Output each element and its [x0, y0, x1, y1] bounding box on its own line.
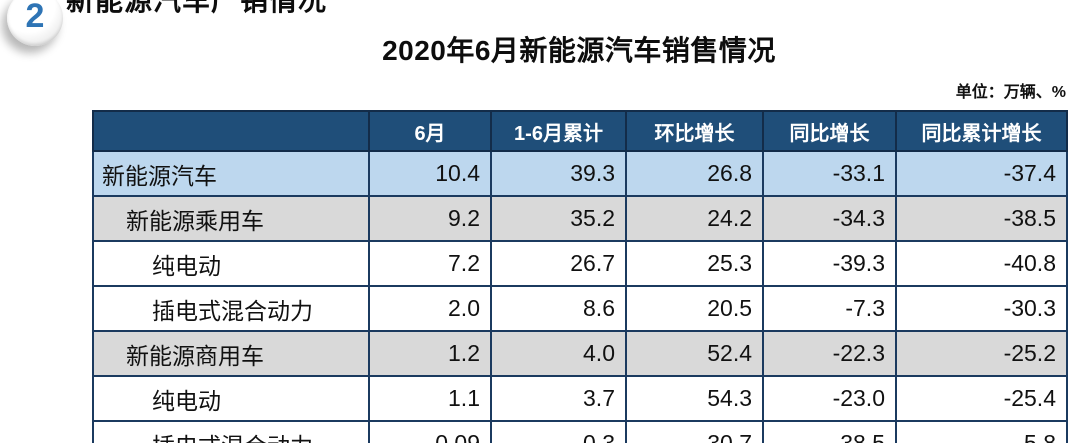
table-title: 2020年6月新能源汽车销售情况: [382, 35, 776, 66]
value-cell: 25.3: [625, 240, 764, 287]
value-cell: 2.0: [368, 285, 492, 332]
row-label-cell: 纯电动: [92, 240, 370, 287]
column-header: 同比累计增长: [895, 110, 1068, 152]
value-cell: -33.1: [762, 150, 897, 197]
value-cell: 3.7: [490, 375, 627, 422]
table-row: 新能源汽车 10.4 39.3 26.8 -33.1 -37.4: [92, 150, 1068, 197]
table-row: 新能源商用车 1.2 4.0 52.4 -22.3 -25.2: [92, 330, 1068, 377]
table-body: 新能源汽车 10.4 39.3 26.8 -33.1 -37.4 新能源乘用车 9.2 35.2…: [92, 150, 1068, 443]
table-row: 新能源乘用车 9.2 35.2 24.2 -34.3 -38.5: [92, 195, 1068, 242]
column-header: 同比增长: [762, 110, 897, 152]
value-cell: -5.8: [895, 420, 1068, 443]
value-cell: 4.0: [490, 330, 627, 377]
column-header: 1-6月累计: [490, 110, 627, 152]
value-cell: 7.2: [368, 240, 492, 287]
table-row: 插电式混合动力 2.0 8.6 20.5 -7.3 -30.3: [92, 285, 1068, 332]
value-cell: 38.5: [762, 420, 897, 443]
value-cell: -25.2: [895, 330, 1068, 377]
value-cell: 20.5: [625, 285, 764, 332]
table-header: 6月 1-6月累计 环比增长 同比增长 同比累计增长: [92, 110, 1068, 152]
value-cell: 35.2: [490, 195, 627, 242]
value-cell: 1.2: [368, 330, 492, 377]
value-cell: 39.3: [490, 150, 627, 197]
value-cell: -40.8: [895, 240, 1068, 287]
table-row: 纯电动 7.2 26.7 25.3 -39.3 -40.8: [92, 240, 1068, 287]
section-number-badge: 2: [7, 0, 63, 46]
row-label-cell: 插电式混合动力: [92, 285, 370, 332]
value-cell: -34.3: [762, 195, 897, 242]
table-head-row: 6月 1-6月累计 环比增长 同比增长 同比累计增长: [92, 110, 1068, 152]
value-cell: 10.4: [368, 150, 492, 197]
value-cell: 9.2: [368, 195, 492, 242]
sales-table: 6月 1-6月累计 环比增长 同比增长 同比累计增长 新能源汽车 10.4 39.3 26.8…: [92, 110, 1068, 443]
unit-label: 单位：万辆、%: [955, 84, 1066, 101]
value-cell: -39.3: [762, 240, 897, 287]
value-cell: 0.09: [368, 420, 492, 443]
value-cell: 26.7: [490, 240, 627, 287]
table-row: 纯电动 1.1 3.7 54.3 -23.0 -25.4: [92, 375, 1068, 422]
column-header: 环比增长: [625, 110, 764, 152]
value-cell: 1.1: [368, 375, 492, 422]
row-label-cell: 新能源商用车: [92, 330, 370, 377]
section-number: 2: [25, 0, 45, 35]
value-cell: 30.7: [625, 420, 764, 443]
value-cell: -25.4: [895, 375, 1068, 422]
table-row: 插电式混合动力0.090.330.738.5-5.8: [92, 420, 1068, 443]
corner-header-cell: [92, 110, 370, 152]
value-cell: -7.3: [762, 285, 897, 332]
value-cell: 26.8: [625, 150, 764, 197]
column-header: 6月: [368, 110, 492, 152]
row-label-cell: 插电式混合动力: [92, 420, 370, 443]
value-cell: -30.3: [895, 285, 1068, 332]
value-cell: -38.5: [895, 195, 1068, 242]
value-cell: -22.3: [762, 330, 897, 377]
value-cell: 52.4: [625, 330, 764, 377]
value-cell: 0.3: [490, 420, 627, 443]
value-cell: -37.4: [895, 150, 1068, 197]
value-cell: 24.2: [625, 195, 764, 242]
row-label-cell: 新能源乘用车: [92, 195, 370, 242]
value-cell: -23.0: [762, 375, 897, 422]
section-heading: 新能源汽车产销情况: [66, 0, 328, 16]
value-cell: 54.3: [625, 375, 764, 422]
row-label-cell: 纯电动: [92, 375, 370, 422]
row-label-cell: 新能源汽车: [92, 150, 370, 197]
value-cell: 8.6: [490, 285, 627, 332]
